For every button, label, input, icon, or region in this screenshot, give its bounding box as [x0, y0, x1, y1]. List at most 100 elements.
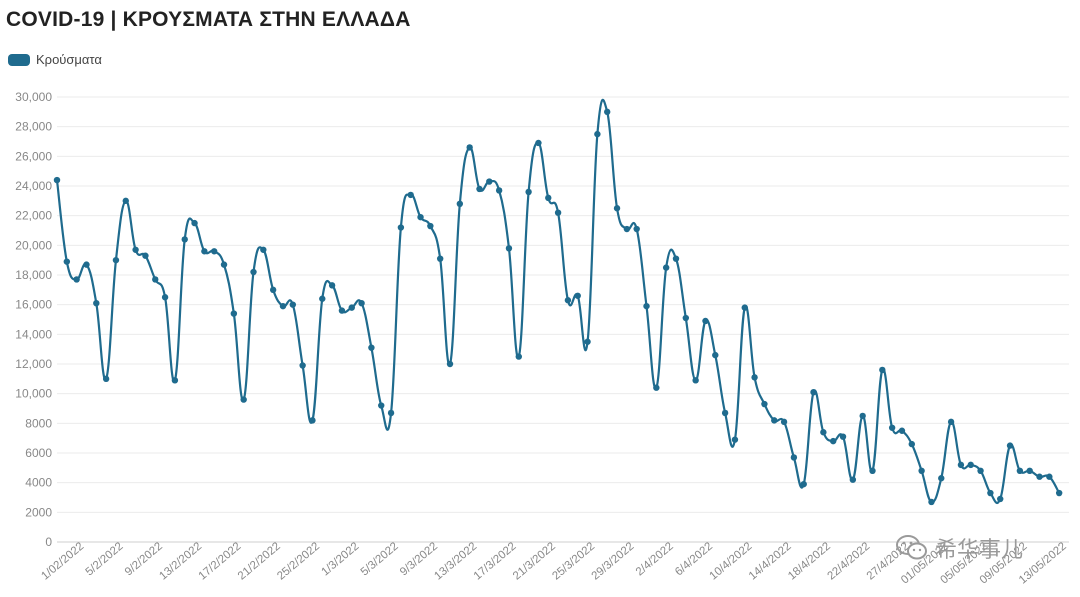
data-point[interactable] — [230, 310, 238, 317]
data-point[interactable] — [260, 246, 267, 253]
data-point[interactable] — [466, 144, 473, 151]
data-point[interactable] — [250, 268, 257, 276]
data-point[interactable] — [604, 108, 611, 116]
data-point[interactable] — [888, 424, 896, 431]
data-point[interactable] — [731, 436, 739, 443]
data-point[interactable] — [938, 475, 945, 482]
data-point[interactable] — [486, 178, 493, 185]
data-point[interactable] — [545, 194, 552, 202]
data-point[interactable] — [751, 374, 758, 381]
data-point[interactable] — [299, 362, 306, 369]
data-point[interactable] — [515, 353, 522, 360]
data-point[interactable] — [1006, 442, 1014, 449]
data-point[interactable] — [279, 302, 287, 310]
data-point[interactable] — [201, 248, 208, 255]
data-point[interactable] — [171, 377, 179, 384]
data-point[interactable] — [761, 400, 768, 408]
data-point[interactable] — [505, 245, 513, 252]
data-point[interactable] — [495, 187, 503, 194]
data-point[interactable] — [525, 188, 532, 196]
data-point[interactable] — [859, 412, 866, 420]
data-point[interactable] — [643, 302, 650, 310]
data-point[interactable] — [181, 236, 188, 243]
data-point[interactable] — [93, 299, 100, 307]
data-point[interactable] — [1036, 473, 1043, 480]
data-point[interactable] — [653, 384, 660, 391]
data-point[interactable] — [427, 222, 434, 230]
data-point[interactable] — [928, 498, 935, 506]
data-point[interactable] — [741, 304, 748, 311]
data-point[interactable] — [397, 224, 405, 231]
data-point[interactable] — [721, 409, 729, 417]
data-point[interactable] — [898, 427, 906, 434]
data-point[interactable] — [771, 417, 778, 424]
data-point[interactable] — [152, 276, 159, 283]
data-point[interactable] — [387, 409, 395, 417]
data-point[interactable] — [790, 454, 798, 461]
data-point[interactable] — [132, 246, 139, 253]
data-point[interactable] — [780, 418, 788, 426]
data-point[interactable] — [672, 255, 680, 262]
data-point[interactable] — [338, 307, 346, 314]
data-point[interactable] — [594, 130, 601, 138]
data-point[interactable] — [1046, 473, 1053, 480]
data-point[interactable] — [633, 225, 640, 233]
data-point[interactable] — [574, 292, 581, 299]
data-point[interactable] — [358, 299, 365, 307]
data-point[interactable] — [220, 261, 228, 268]
data-point[interactable] — [967, 461, 974, 469]
data-point[interactable] — [328, 282, 336, 289]
data-point[interactable] — [820, 429, 827, 436]
data-point[interactable] — [623, 225, 631, 233]
data-point[interactable] — [564, 297, 572, 304]
data-point[interactable] — [879, 366, 886, 374]
data-point[interactable] — [368, 344, 375, 351]
data-point[interactable] — [584, 338, 591, 345]
data-point[interactable] — [918, 467, 925, 474]
data-point[interactable] — [269, 286, 277, 294]
data-point[interactable] — [613, 205, 621, 212]
data-point[interactable] — [849, 476, 857, 483]
data-point[interactable] — [554, 209, 562, 216]
data-point[interactable] — [1016, 467, 1024, 474]
data-point[interactable] — [810, 388, 817, 396]
data-point[interactable] — [83, 261, 90, 268]
legend[interactable]: Κρούσματα — [8, 52, 102, 67]
data-point[interactable] — [102, 375, 110, 383]
data-point[interactable] — [977, 467, 984, 474]
data-point[interactable] — [869, 467, 876, 474]
data-point[interactable] — [63, 258, 71, 265]
data-point[interactable] — [446, 360, 454, 368]
data-point[interactable] — [417, 213, 424, 221]
data-point[interactable] — [682, 314, 690, 322]
data-point[interactable] — [73, 276, 80, 283]
data-point[interactable] — [319, 295, 326, 302]
data-point[interactable] — [142, 252, 149, 259]
data-point[interactable] — [829, 437, 837, 445]
data-point[interactable] — [908, 440, 915, 448]
data-point[interactable] — [348, 304, 355, 311]
data-point[interactable] — [662, 264, 670, 271]
data-point[interactable] — [240, 396, 247, 403]
data-point[interactable] — [309, 417, 316, 424]
data-point[interactable] — [997, 495, 1004, 503]
data-point[interactable] — [947, 418, 955, 426]
data-point[interactable] — [692, 377, 699, 384]
data-point[interactable] — [987, 489, 994, 497]
data-point[interactable] — [800, 480, 807, 488]
data-point[interactable] — [702, 317, 709, 325]
data-point[interactable] — [211, 248, 218, 255]
data-point[interactable] — [957, 461, 965, 469]
data-point[interactable] — [122, 197, 129, 205]
data-point[interactable] — [112, 256, 120, 264]
data-point[interactable] — [535, 139, 542, 147]
data-point[interactable] — [1055, 489, 1063, 497]
data-point[interactable] — [476, 185, 483, 193]
data-point[interactable] — [1026, 467, 1033, 474]
data-point[interactable] — [407, 191, 414, 199]
data-point[interactable] — [53, 176, 61, 184]
data-point[interactable] — [161, 294, 169, 301]
data-point[interactable] — [289, 301, 297, 308]
data-point[interactable] — [456, 200, 464, 207]
data-point[interactable] — [191, 219, 198, 227]
